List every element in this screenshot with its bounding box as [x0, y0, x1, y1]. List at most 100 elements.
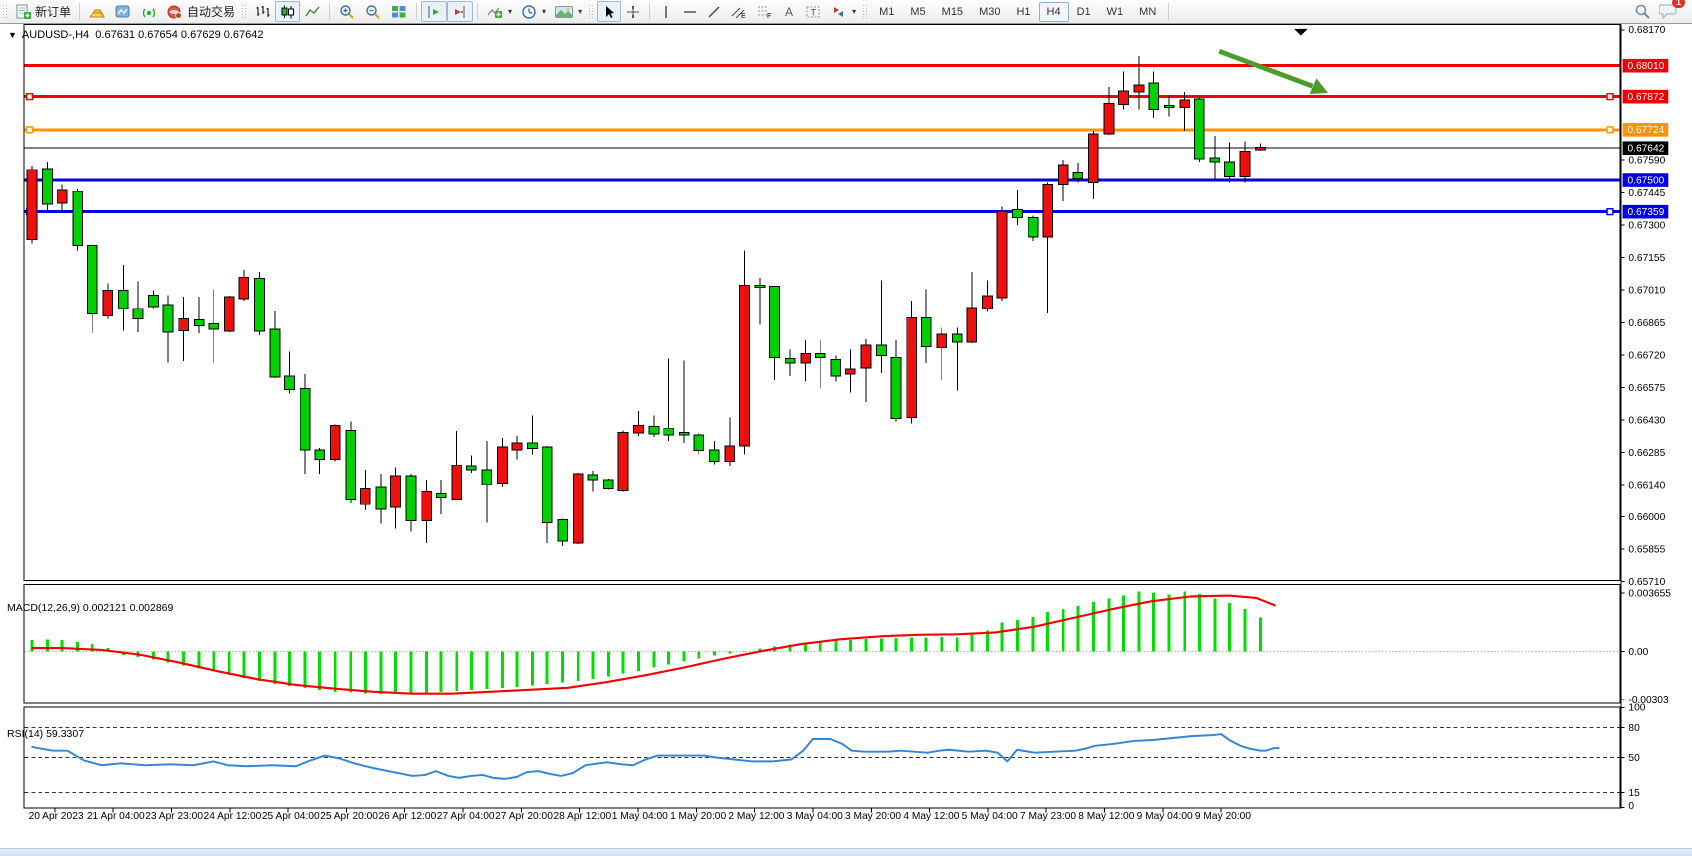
notifications-button[interactable]: 1 [1658, 0, 1685, 22]
auto-trading-button[interactable]: 自动交易 [162, 1, 239, 22]
macd-signal-line [31, 594, 1276, 695]
line-handle[interactable] [1606, 208, 1614, 216]
templates-button[interactable]: ▾ [550, 1, 586, 22]
add-indicator-button[interactable]: ▾ [482, 1, 516, 22]
text-tool[interactable]: A [778, 1, 801, 22]
price-badge [1622, 123, 1669, 137]
candle-body [890, 356, 902, 420]
toolbar-separator [649, 3, 651, 20]
channel-tool[interactable]: E [726, 1, 752, 22]
auto-scroll-button[interactable] [447, 1, 474, 22]
trend-arrow-head[interactable] [1309, 78, 1329, 94]
date-label: 20 Apr 2023 [29, 811, 84, 822]
candle-body [148, 294, 159, 308]
timeframe-m30[interactable]: M30 [979, 5, 1001, 18]
crosshair-tool-button[interactable] [621, 1, 645, 22]
search-icon[interactable] [1634, 3, 1651, 20]
candle-body [223, 296, 235, 332]
line-chart-mode-button[interactable] [300, 1, 325, 22]
market-watch-button[interactable] [84, 1, 110, 22]
candle-body [451, 464, 463, 500]
text-icon: A [785, 5, 793, 19]
chevron-down-icon[interactable]: ▼ [8, 30, 17, 40]
vertical-line-tool[interactable] [654, 1, 678, 22]
timeframe-m1[interactable]: M1 [879, 5, 895, 18]
svg-text:E: E [741, 13, 746, 20]
arrows-tool[interactable]: ▾ [826, 1, 860, 22]
signals-button[interactable] [136, 1, 162, 22]
line-handle[interactable] [1606, 126, 1614, 134]
timeframe-h1[interactable]: H1 [1016, 5, 1031, 18]
macd-indicator-label: MACD(12,26,9) 0.002121 0.002869 [7, 602, 174, 614]
fibonacci-tool[interactable]: F [752, 1, 778, 22]
candle-body [982, 295, 993, 310]
candle-body [208, 322, 220, 330]
line-handle[interactable] [25, 126, 34, 134]
candle-body [754, 284, 766, 288]
chart-canvas[interactable]: 0.68170 0.67590 0.67445 0.67300 0.67155 0.670… [0, 24, 1692, 856]
date-label: 27 Apr 04:00 [437, 811, 495, 822]
timeframe-mn[interactable]: MN [1139, 5, 1157, 18]
candlestick-mode-button[interactable] [275, 1, 301, 22]
date-label: 8 May 12:00 [1078, 811, 1134, 822]
timeframe-m15[interactable]: M15 [941, 5, 964, 18]
candle-body [920, 317, 932, 348]
price-tick-label: 0.66865 [1628, 318, 1665, 329]
date-label: 7 May 23:00 [1020, 811, 1076, 822]
candle-body [465, 465, 477, 471]
periods-dropdown[interactable]: ▾ [542, 7, 547, 16]
timeframe-m5[interactable]: M5 [910, 5, 926, 18]
price-badge-label: 0.67724 [1627, 125, 1664, 136]
notification-badge: 1 [1672, 0, 1685, 8]
periods-button[interactable]: ▾ [516, 1, 550, 22]
toolbar-separator [79, 3, 81, 20]
line-handle[interactable] [25, 92, 34, 101]
bar-chart-mode-button[interactable] [250, 1, 275, 22]
zoom-out-button[interactable] [360, 1, 386, 22]
candle-body [1239, 150, 1251, 178]
templates-dropdown[interactable]: ▾ [578, 7, 583, 16]
toolbar-grip[interactable] [588, 3, 596, 20]
horizontal-line-tool[interactable] [678, 1, 702, 22]
line-handle[interactable] [1606, 92, 1614, 101]
candle-body [1072, 172, 1084, 179]
zoom-in-icon [340, 4, 354, 19]
zoom-in-button[interactable] [334, 1, 360, 22]
chart-shift-button[interactable] [421, 1, 448, 22]
candle-body [663, 427, 674, 436]
toolbar-grip[interactable] [2, 3, 9, 20]
series-end-marker [1294, 28, 1308, 36]
arrows-dropdown[interactable]: ▾ [852, 7, 857, 16]
add-indicator-dropdown[interactable]: ▾ [508, 7, 513, 16]
tile-windows-button[interactable] [386, 1, 412, 22]
rsi-tick-label: 0 [1628, 801, 1634, 812]
price-badge-label: 0.67359 [1627, 207, 1664, 218]
new-order-button[interactable]: 新订单 [11, 1, 75, 22]
text-label-tool[interactable]: T [801, 1, 826, 22]
date-label: 28 Apr 12:00 [553, 811, 611, 822]
candle-body [1179, 99, 1191, 109]
price-tick-label: 0.65855 [1628, 544, 1665, 555]
rsi-tick-label: 15 [1628, 788, 1640, 799]
trendline-tool[interactable] [702, 1, 726, 22]
timeframe-h4[interactable]: H4 [1038, 1, 1069, 22]
candle-body [390, 475, 401, 508]
candle-body [178, 318, 189, 331]
toolbar-grip[interactable] [241, 3, 249, 20]
candle-body [1103, 103, 1115, 135]
status-strip [0, 848, 1692, 856]
price-badge-label: 0.67642 [1627, 144, 1664, 155]
auto-trading-icon [167, 5, 183, 19]
date-label: 4 May 12:00 [903, 811, 959, 822]
data-window-button[interactable] [110, 1, 136, 22]
fibonacci-icon: F [758, 6, 771, 20]
timeframe-d1[interactable]: D1 [1076, 5, 1091, 18]
candle-body [1027, 217, 1039, 238]
cursor-tool-button[interactable] [597, 1, 622, 22]
candle-body [633, 424, 644, 434]
timeframe-w1[interactable]: W1 [1106, 5, 1124, 18]
toolbar-grip[interactable] [862, 3, 870, 20]
trend-arrow[interactable] [1218, 48, 1314, 89]
chart-shift-icon [428, 5, 440, 18]
date-label: 24 Apr 12:00 [204, 811, 262, 822]
